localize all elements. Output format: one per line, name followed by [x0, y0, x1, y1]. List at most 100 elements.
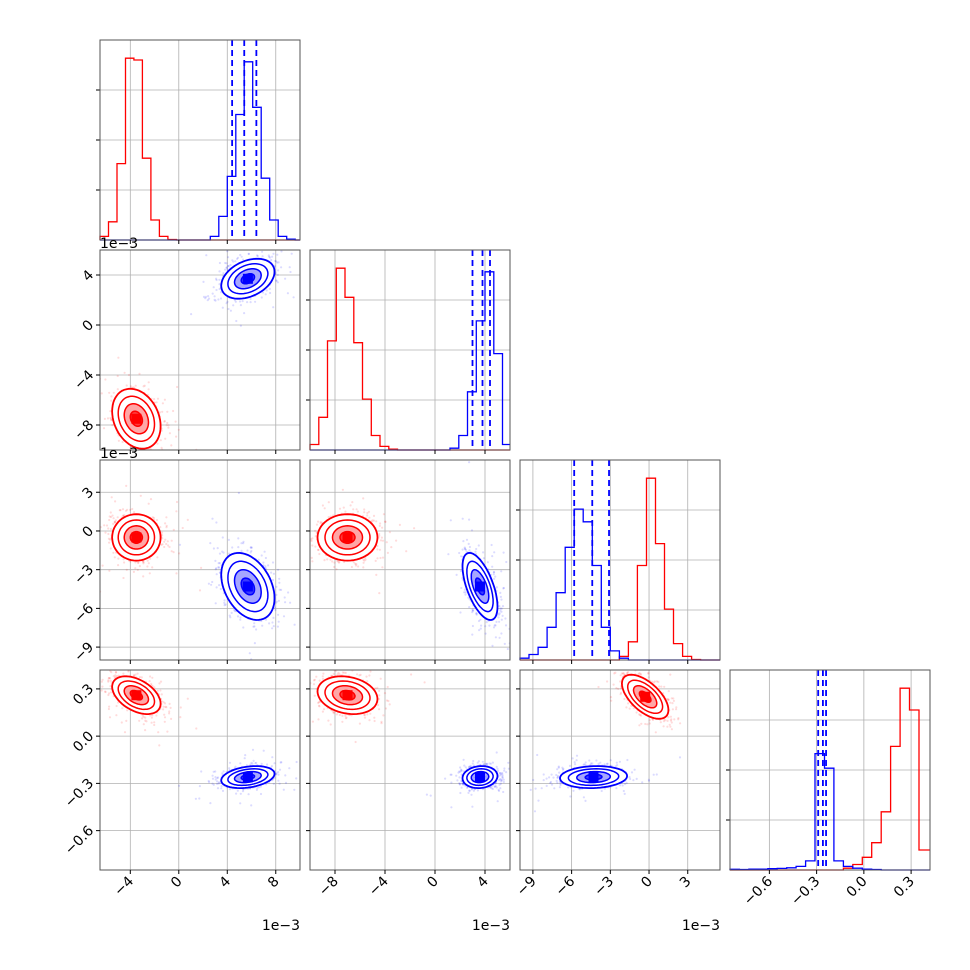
scatter-panel-2-0: [95, 459, 301, 661]
sample-point: [223, 604, 226, 607]
sample-point: [388, 531, 391, 534]
sample-point: [447, 553, 450, 556]
sample-point: [275, 593, 278, 597]
sample-point: [371, 519, 374, 522]
sample-point: [134, 384, 137, 387]
sample-point: [499, 609, 502, 612]
sample-point: [500, 618, 503, 621]
sample-point: [95, 521, 97, 523]
sample-point: [475, 612, 478, 615]
density-peak-red: [342, 532, 353, 543]
sample-point: [213, 298, 216, 301]
sample-point: [224, 268, 227, 271]
sample-point: [485, 621, 488, 624]
sample-point: [341, 488, 344, 491]
sample-point: [493, 577, 496, 581]
sample-point: [122, 672, 125, 675]
sample-point: [168, 710, 171, 713]
sample-point: [242, 258, 245, 261]
sample-point: [150, 716, 153, 719]
sample-point: [108, 569, 111, 572]
sample-point: [100, 680, 103, 683]
sample-point: [138, 676, 141, 679]
sample-point: [134, 673, 137, 676]
sample-point: [255, 628, 258, 631]
sample-point: [276, 625, 279, 628]
sample-point: [464, 593, 467, 596]
sample-point: [164, 437, 167, 440]
sample-point: [225, 266, 228, 269]
sample-point: [306, 504, 308, 506]
sample-point: [249, 546, 253, 549]
sample-point: [230, 611, 233, 615]
sample-point: [269, 291, 272, 295]
sample-point: [390, 546, 393, 549]
sample-point: [123, 371, 126, 374]
sample-point: [163, 398, 166, 401]
sample-point: [186, 697, 189, 700]
sample-point: [463, 588, 466, 591]
sample-point: [375, 520, 378, 523]
sample-point: [145, 456, 147, 458]
sample-point: [158, 411, 162, 414]
sample-point: [149, 452, 151, 454]
sample-point: [335, 568, 338, 571]
sample-point: [218, 552, 222, 555]
sample-point: [478, 629, 481, 632]
sample-point: [151, 516, 154, 519]
sample-point: [225, 266, 228, 269]
sample-point: [114, 500, 117, 503]
sample-point: [282, 615, 286, 618]
sample-point: [231, 259, 234, 262]
sample-point: [475, 612, 478, 615]
sample-point: [271, 578, 275, 582]
sample-point: [271, 621, 274, 624]
sample-point: [283, 596, 286, 599]
sample-point: [206, 299, 209, 302]
sample-point: [123, 662, 125, 664]
sample-point: [165, 424, 168, 427]
sample-point: [292, 296, 295, 299]
sample-point: [463, 547, 466, 550]
sample-point: [272, 625, 275, 628]
sample-point: [362, 561, 365, 564]
density-peak-blue: [242, 273, 253, 284]
sample-point: [398, 523, 401, 527]
sample-point: [321, 504, 324, 507]
sample-point: [323, 507, 326, 510]
scatter-panel-3-0: [99, 662, 301, 871]
sample-point: [271, 627, 274, 630]
sample-point: [362, 497, 365, 500]
sample-point: [278, 577, 281, 580]
sample-point: [492, 571, 496, 574]
sample-point: [114, 675, 117, 679]
sample-point: [129, 446, 132, 449]
sample-point: [471, 633, 474, 636]
sample-point: [319, 520, 322, 524]
sample-point: [314, 545, 317, 548]
sample-point: [491, 565, 494, 568]
sample-point: [379, 539, 383, 542]
panel-border: [309, 249, 511, 451]
sample-point: [150, 453, 152, 455]
panel-border: [519, 459, 721, 661]
sample-point: [204, 295, 208, 298]
sample-point: [290, 252, 293, 255]
sample-point: [367, 510, 371, 513]
sample-point: [172, 551, 175, 554]
sample-point: [376, 557, 379, 560]
sample-point: [160, 457, 162, 459]
sample-point: [228, 614, 231, 617]
sample-point: [271, 255, 274, 258]
sample-point: [459, 570, 463, 573]
sample-point: [498, 612, 501, 615]
sample-point: [110, 418, 113, 422]
sample-point: [107, 532, 110, 536]
sample-point: [207, 582, 210, 585]
sample-point: [108, 677, 111, 680]
contour-blue: [466, 560, 494, 613]
sample-point: [138, 719, 141, 722]
sample-point: [207, 297, 211, 300]
sample-point: [166, 540, 169, 543]
sample-point: [252, 625, 255, 628]
